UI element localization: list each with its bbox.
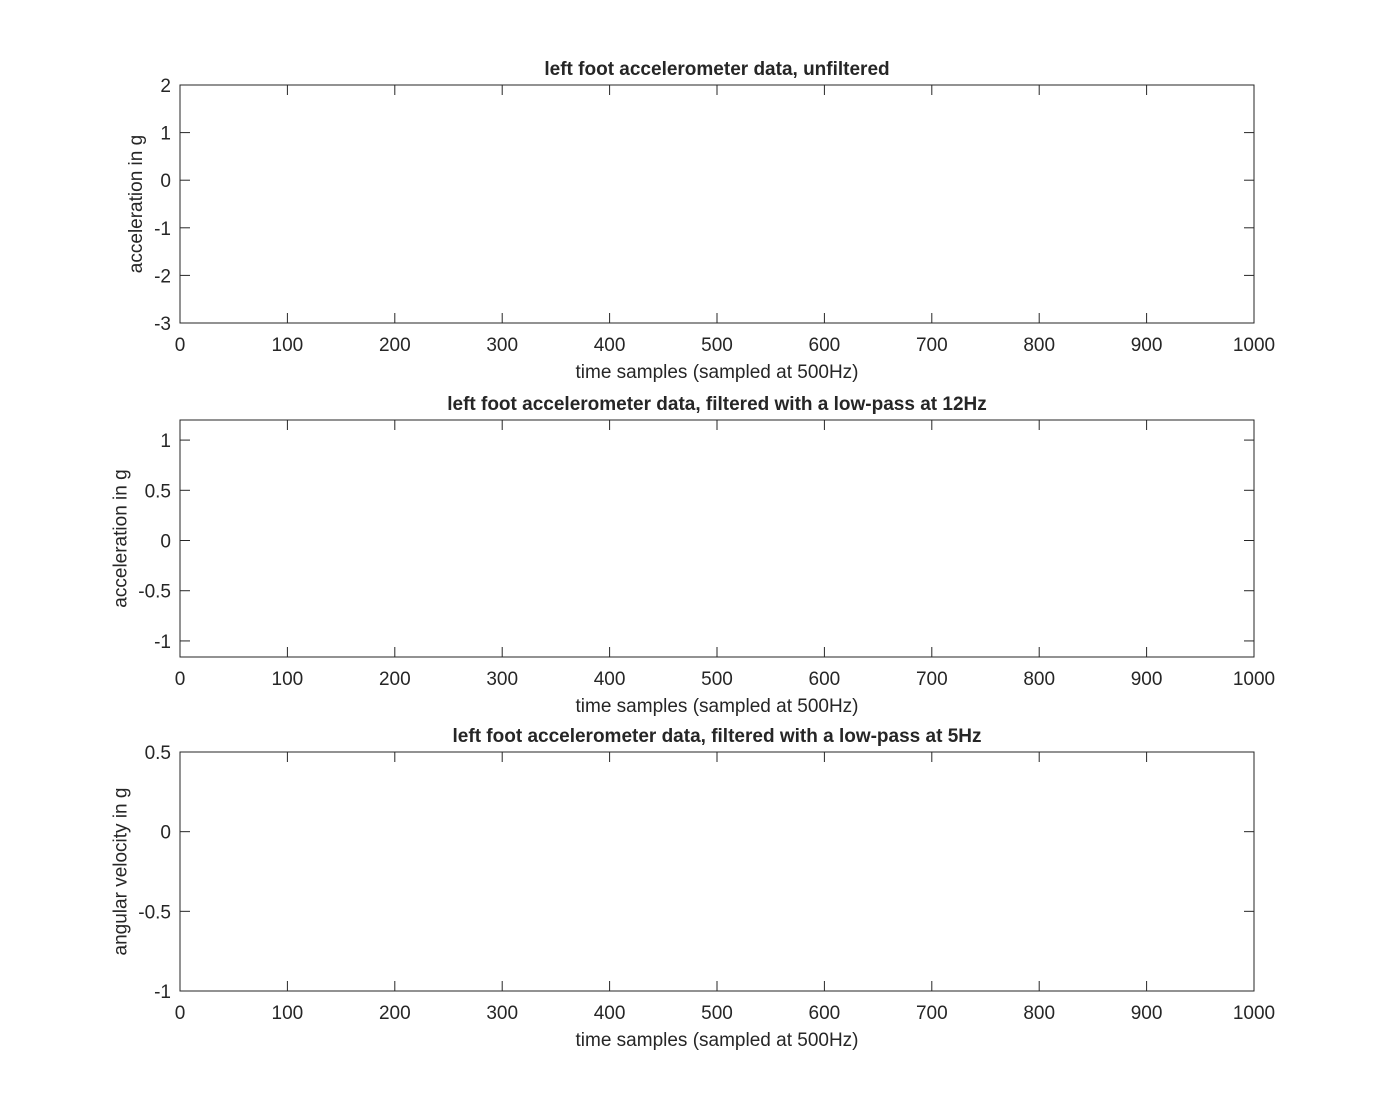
axes-box	[179, 751, 1255, 992]
y-tick-label: 0	[160, 171, 171, 192]
chart-title: left foot accelerometer data, unfiltered	[544, 59, 889, 80]
x-tick-label: 300	[486, 335, 518, 356]
x-tick-label: 600	[809, 1003, 841, 1024]
x-tick-label: 300	[486, 1003, 518, 1024]
y-tick-label: -0.5	[138, 582, 171, 603]
y-tick-label: 2	[160, 76, 171, 97]
x-tick-label: 800	[1023, 1003, 1055, 1024]
x-tick-label: 500	[701, 1003, 733, 1024]
y-tick-label: 1	[160, 124, 171, 145]
x-tick-label: 100	[272, 669, 304, 690]
x-axis-label: time samples (sampled at 500Hz)	[576, 362, 859, 383]
x-tick-label: 300	[486, 669, 518, 690]
x-tick-label: 1000	[1233, 335, 1275, 356]
x-tick-label: 400	[594, 669, 626, 690]
x-tick-label: 900	[1131, 669, 1163, 690]
x-tick-label: 100	[272, 1003, 304, 1024]
y-axis-label: acceleration in g	[126, 135, 147, 273]
x-tick-label: 500	[701, 335, 733, 356]
y-tick-label: 0	[160, 823, 171, 844]
x-tick-label: 100	[272, 335, 304, 356]
y-tick-label: -1	[154, 632, 171, 653]
chart-title: left foot accelerometer data, filtered w…	[447, 394, 987, 415]
x-tick-label: 1000	[1233, 669, 1275, 690]
x-tick-label: 0	[175, 669, 186, 690]
x-tick-label: 500	[701, 669, 733, 690]
axes-box	[179, 419, 1255, 658]
y-tick-label: -1	[154, 219, 171, 240]
x-tick-label: 800	[1023, 335, 1055, 356]
y-tick-label: -3	[154, 314, 171, 335]
x-tick-label: 0	[175, 1003, 186, 1024]
y-tick-label: 1	[160, 431, 171, 452]
x-tick-label: 600	[809, 669, 841, 690]
x-tick-label: 0	[175, 335, 186, 356]
x-tick-label: 400	[594, 1003, 626, 1024]
x-axis-label: time samples (sampled at 500Hz)	[576, 1030, 859, 1051]
x-tick-label: 700	[916, 669, 948, 690]
y-tick-label: 0	[160, 532, 171, 553]
x-tick-label: 200	[379, 1003, 411, 1024]
x-tick-label: 800	[1023, 669, 1055, 690]
subplot: 0 100 200 300 400 500 600 700 800 900 1000 -3 -2 -1 0 1…	[126, 59, 1275, 383]
x-tick-label: 700	[916, 335, 948, 356]
y-tick-label: -2	[154, 266, 171, 287]
x-tick-label: 900	[1131, 1003, 1163, 1024]
x-tick-label: 1000	[1233, 1003, 1275, 1024]
y-tick-label: -1	[154, 982, 171, 1003]
y-axis-label: acceleration in g	[110, 469, 131, 607]
y-tick-label: 0.5	[145, 481, 171, 502]
subplot: 0 100 200 300 400 500 600 700 800 900 1000 -1 -0.5 0 0…	[110, 394, 1275, 717]
x-tick-label: 200	[379, 335, 411, 356]
x-tick-label: 900	[1131, 335, 1163, 356]
x-tick-label: 700	[916, 1003, 948, 1024]
x-axis-label: time samples (sampled at 500Hz)	[576, 696, 859, 717]
x-tick-label: 400	[594, 335, 626, 356]
x-tick-label: 200	[379, 669, 411, 690]
subplot: 0 100 200 300 400 500 600 700 800 900 1000 -1 -0.5 0 0…	[110, 726, 1275, 1051]
x-tick-label: 600	[809, 335, 841, 356]
y-axis-label: angular velocity in g	[110, 788, 131, 956]
y-tick-label: 0.5	[145, 743, 171, 764]
axes-box	[179, 84, 1255, 324]
chart-title: left foot accelerometer data, filtered w…	[453, 726, 982, 747]
y-tick-label: -0.5	[138, 902, 171, 923]
